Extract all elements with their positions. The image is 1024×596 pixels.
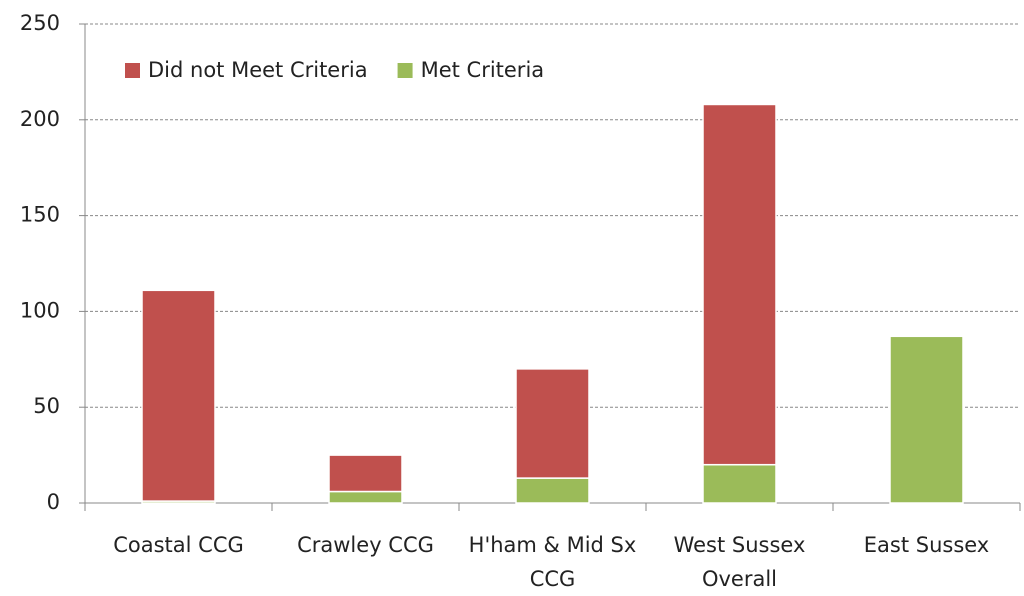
x-tick-label: East Sussex bbox=[863, 533, 990, 557]
x-tick-label: West Sussex Overall bbox=[673, 533, 806, 591]
bar-segment bbox=[515, 477, 590, 504]
x-tick-label: Crawley CCG bbox=[297, 533, 434, 557]
legend-swatch bbox=[125, 63, 140, 78]
y-tick-label: 150 bbox=[20, 203, 60, 227]
bar-segment bbox=[141, 289, 216, 502]
x-tick-label: Coastal CCG bbox=[113, 533, 244, 557]
bar-segment bbox=[328, 454, 403, 493]
y-tick-label: 50 bbox=[33, 394, 60, 418]
y-tick-label: 100 bbox=[20, 298, 60, 322]
legend-swatch bbox=[397, 63, 413, 78]
bar-segment bbox=[515, 368, 590, 479]
bar-segment bbox=[889, 335, 964, 504]
y-tick-label: 200 bbox=[20, 107, 60, 131]
y-tick-label: 250 bbox=[20, 11, 60, 35]
legend-label: Met Criteria bbox=[421, 58, 545, 82]
y-tick-label: 0 bbox=[47, 490, 60, 514]
bar-segment bbox=[702, 463, 777, 504]
x-tick-label: H'ham & Mid Sx CCG bbox=[468, 533, 637, 591]
bar-segment bbox=[702, 103, 777, 466]
legend-label: Did not Meet Criteria bbox=[148, 58, 368, 82]
bar-segment bbox=[328, 490, 403, 504]
